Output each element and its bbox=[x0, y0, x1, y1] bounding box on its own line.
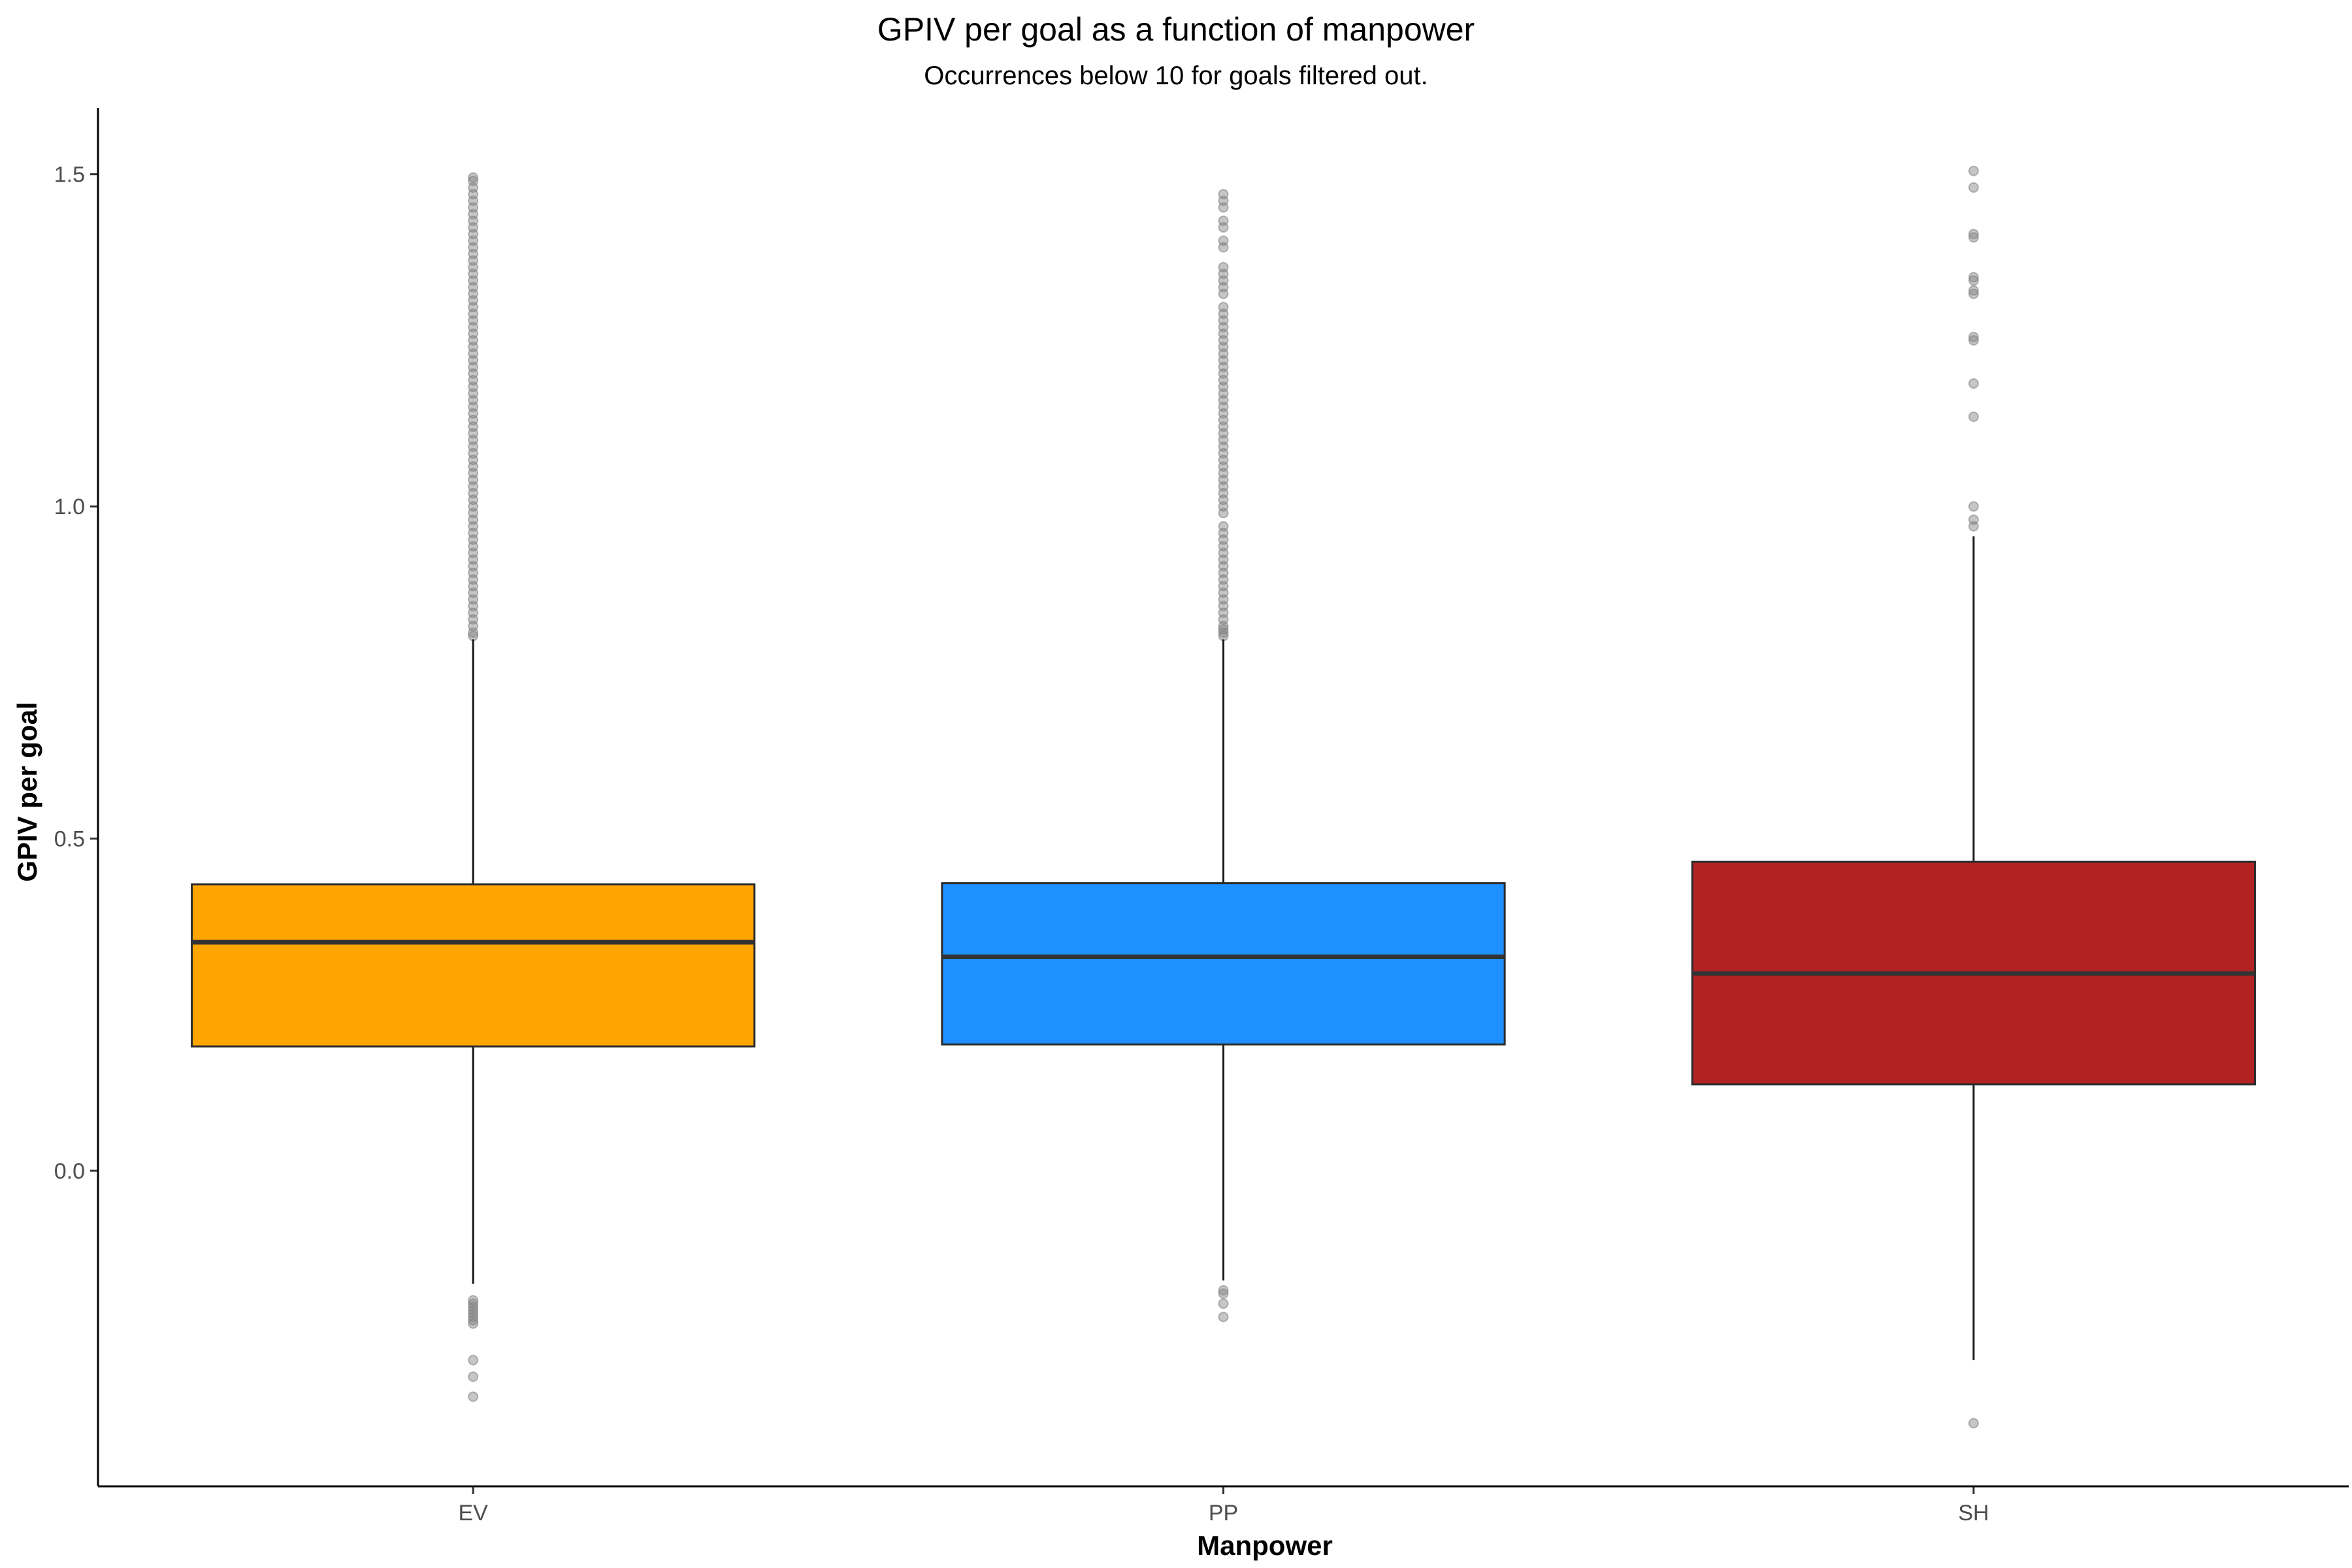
plot-marks bbox=[191, 165, 2256, 1429]
box-iqr bbox=[191, 883, 756, 1048]
chart-title: GPIV per goal as a function of manpower bbox=[877, 11, 1475, 48]
outlier-point bbox=[1968, 285, 1979, 296]
outlier-point bbox=[1218, 262, 1229, 273]
outlier-point bbox=[1968, 1418, 1979, 1429]
y-tick-label: 0.0 bbox=[54, 1159, 85, 1184]
outlier-point bbox=[1218, 189, 1229, 200]
outlier-point bbox=[1968, 165, 1979, 176]
outlier-point bbox=[1968, 378, 1979, 389]
outlier-point bbox=[1968, 272, 1979, 283]
axes: EV PP SH 0.0 0.5 1.0 1.5 bbox=[54, 108, 2349, 1526]
outlier-point bbox=[1218, 302, 1229, 313]
x-tick-label: SH bbox=[1958, 1501, 1989, 1526]
chart-subtitle: Occurrences below 10 for goals filtered … bbox=[924, 61, 1428, 90]
outlier-point bbox=[1968, 331, 1979, 342]
outlier-point bbox=[468, 1318, 479, 1329]
outlier-point bbox=[1968, 275, 1979, 286]
box-iqr bbox=[941, 882, 1506, 1046]
outlier-point bbox=[468, 175, 479, 186]
y-tick-label: 1.0 bbox=[54, 495, 85, 519]
box-group-sh bbox=[1691, 165, 2256, 1429]
outlier-point bbox=[468, 1391, 479, 1402]
outlier-point bbox=[1218, 624, 1229, 635]
y-tick-label: 0.5 bbox=[54, 827, 85, 852]
outlier-point bbox=[468, 172, 479, 183]
outlier-point bbox=[1968, 411, 1979, 422]
outlier-point bbox=[1968, 501, 1979, 512]
outlier-point bbox=[1218, 1285, 1229, 1296]
x-tick-label: PP bbox=[1209, 1501, 1238, 1526]
box-group-pp bbox=[941, 189, 1506, 1322]
outlier-point bbox=[1218, 1288, 1229, 1299]
outlier-point bbox=[1218, 1311, 1229, 1322]
outlier-point bbox=[1968, 229, 1979, 240]
y-tick-label: 1.5 bbox=[54, 163, 85, 188]
x-axis-label: Manpower bbox=[1197, 1530, 1333, 1561]
outlier-point bbox=[1218, 215, 1229, 226]
y-axis-label: GPIV per goal bbox=[12, 702, 42, 881]
box-group-ev bbox=[191, 172, 756, 1402]
outlier-point bbox=[468, 1371, 479, 1382]
outlier-point bbox=[1218, 235, 1229, 246]
outlier-point bbox=[1968, 514, 1979, 525]
outlier-point bbox=[468, 1315, 479, 1326]
x-tick-label: EV bbox=[458, 1501, 488, 1526]
outlier-point bbox=[1968, 232, 1979, 243]
outlier-point bbox=[1218, 1298, 1229, 1309]
outlier-point bbox=[468, 1354, 479, 1365]
outlier-point bbox=[1968, 182, 1979, 193]
outlier-point bbox=[1218, 521, 1229, 532]
outlier-point bbox=[1968, 335, 1979, 346]
outlier-point bbox=[1968, 288, 1979, 299]
